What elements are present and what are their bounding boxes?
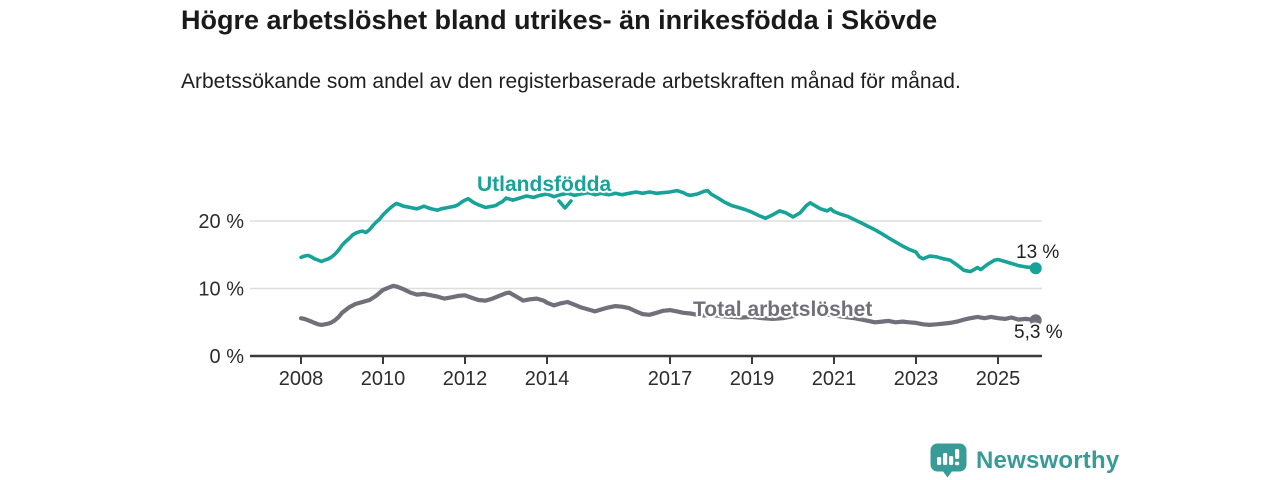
x-tick-label: 2012 xyxy=(443,368,488,390)
newsworthy-logo-text: Newsworthy xyxy=(976,446,1120,474)
x-tick-label: 2017 xyxy=(648,368,693,390)
y-tick-label: 10 % xyxy=(198,279,244,301)
x-tick-label: 2023 xyxy=(894,368,939,390)
end-value-utlandsfodda: 13 % xyxy=(1016,242,1060,263)
series-line-0 xyxy=(299,188,1038,274)
series-label-utlandsfodda: Utlandsfödda xyxy=(477,173,612,196)
newsworthy-logo-icon xyxy=(930,443,967,478)
x-tick-label: 2025 xyxy=(976,368,1021,390)
y-tick-label: 0 % xyxy=(210,346,245,368)
x-tick-label: 2014 xyxy=(525,368,570,390)
end-dot-0 xyxy=(1029,262,1042,275)
newsworthy-logo: Newsworthy xyxy=(930,443,1119,478)
x-tick-label: 2019 xyxy=(730,368,775,390)
x-tick-label: 2010 xyxy=(361,368,406,390)
chevron-down-icon xyxy=(556,199,574,211)
x-tick-label: 2008 xyxy=(279,368,324,390)
y-tick-label: 20 % xyxy=(198,211,244,233)
end-dot-1 xyxy=(1029,314,1042,327)
series-label-total-arbetsloshet: Total arbetslöshet xyxy=(693,298,873,321)
chart-subtitle: Arbetssökande som andel av den registerb… xyxy=(181,70,961,93)
end-value-total: 5,3 % xyxy=(1014,322,1063,343)
x-tick-label: 2021 xyxy=(812,368,857,390)
series-line-1 xyxy=(298,283,1038,327)
chart-title: Högre arbetslöshet bland utrikes- än inr… xyxy=(181,5,938,35)
